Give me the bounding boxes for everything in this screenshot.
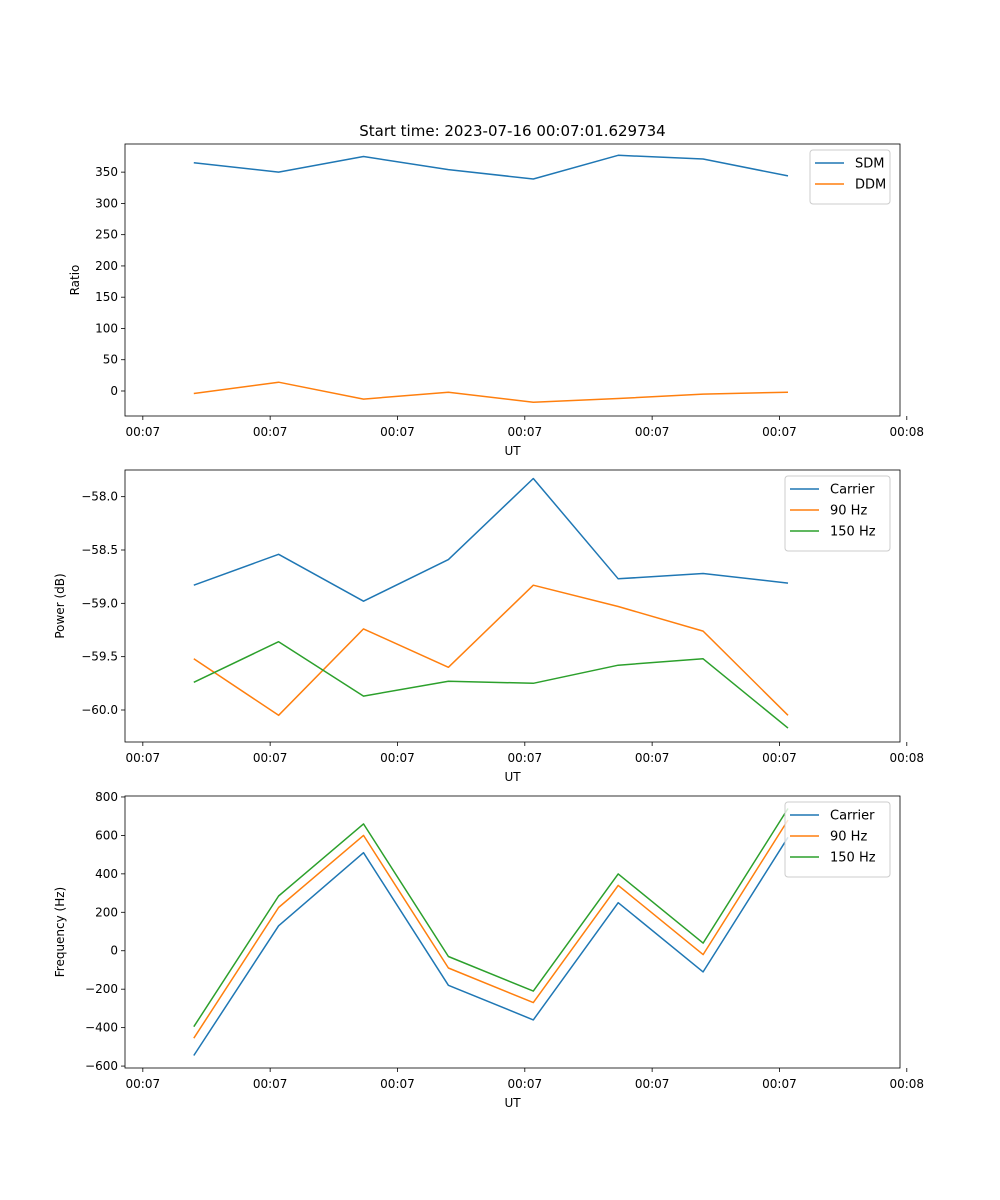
y-axis-label: Power (dB): [53, 573, 67, 638]
x-axis-label: UT: [504, 770, 521, 784]
legend: Carrier 90 Hz 150 Hz: [784, 475, 891, 552]
series-line-150-hz: [193, 808, 789, 1028]
chart-panel-2: 00:07 00:07 00:07 00:07 00:07 00:07 00:08 −60.0…: [53, 469, 924, 784]
legend-label: Carrier: [830, 809, 875, 824]
legend: Carrier 90 Hz 150 Hz: [784, 801, 891, 878]
x-tick-label: 00:08: [889, 1077, 924, 1091]
legend-label: DDM: [855, 178, 886, 193]
legend-label: 150 Hz: [830, 851, 876, 866]
series-line-carrier: [193, 477, 789, 602]
legend: SDM DDM: [809, 149, 891, 205]
y-tick-label: −600: [85, 1059, 118, 1073]
x-tick-label: 00:07: [380, 425, 415, 439]
y-tick-label: −59.5: [81, 650, 118, 664]
axes-frame: [124, 469, 901, 743]
x-tick-label: 00:07: [380, 751, 415, 765]
series-line-90-hz: [193, 819, 789, 1039]
series-line-ddm: [193, 381, 789, 403]
x-tick-label: 00:07: [635, 1077, 670, 1091]
y-axis-label: Ratio: [68, 265, 82, 296]
legend-box: [784, 801, 891, 878]
x-tick-label: 00:07: [253, 1077, 288, 1091]
y-tick-label: −58.5: [81, 543, 118, 557]
series-line-90-hz: [193, 584, 789, 717]
y-tick-label: 250: [95, 228, 118, 242]
legend-label: 150 Hz: [830, 525, 876, 540]
y-tick-label: −58.0: [81, 490, 118, 504]
series-line-150-hz: [193, 640, 789, 729]
x-tick-label: 00:07: [762, 751, 797, 765]
figure-title: Start time: 2023-07-16 00:07:01.629734: [359, 122, 665, 140]
x-tick-label: 00:07: [762, 425, 797, 439]
x-tick-label: 00:07: [126, 425, 161, 439]
x-tick-label: 00:07: [126, 751, 161, 765]
y-tick-label: −60.0: [81, 703, 118, 717]
y-tick-label: 150: [95, 290, 118, 304]
x-tick-label: 00:07: [380, 1077, 415, 1091]
y-tick-label: 400: [95, 867, 118, 881]
legend-label: SDM: [855, 157, 884, 172]
y-tick-label: 600: [95, 828, 118, 842]
legend-box: [784, 475, 891, 552]
y-tick-label: 0: [110, 384, 118, 398]
y-tick-label: 200: [95, 259, 118, 273]
x-tick-label: 00:07: [508, 751, 543, 765]
y-tick-label: −59.0: [81, 596, 118, 610]
x-tick-label: 00:07: [126, 1077, 161, 1091]
chart-panel-3: 00:07 00:07 00:07 00:07 00:07 00:07 00:08 −600 −…: [53, 790, 924, 1110]
y-tick-label: −400: [85, 1021, 118, 1035]
x-tick-label: 00:07: [508, 425, 543, 439]
x-tick-label: 00:07: [762, 1077, 797, 1091]
x-tick-label: 00:07: [508, 1077, 543, 1091]
x-tick-label: 00:07: [635, 751, 670, 765]
x-tick-label: 00:08: [889, 425, 924, 439]
series-line-carrier: [193, 836, 789, 1056]
y-tick-label: 100: [95, 321, 118, 335]
y-tick-label: 300: [95, 196, 118, 210]
x-axis-label: UT: [504, 1096, 521, 1110]
y-tick-label: 800: [95, 790, 118, 804]
y-tick-label: 0: [110, 944, 118, 958]
axes-frame: [124, 795, 901, 1069]
legend-label: Carrier: [830, 483, 875, 498]
y-tick-label: 50: [103, 353, 118, 367]
legend-label: 90 Hz: [830, 504, 867, 519]
x-tick-label: 00:07: [253, 425, 288, 439]
series-line-sdm: [193, 154, 789, 180]
y-tick-label: −200: [85, 982, 118, 996]
x-tick-label: 00:07: [253, 751, 288, 765]
x-axis-label: UT: [504, 444, 521, 458]
axes-frame: [124, 143, 901, 417]
legend-label: 90 Hz: [830, 830, 867, 845]
x-tick-label: 00:07: [635, 425, 670, 439]
chart-panel-1: 00:07 00:07 00:07 00:07 00:07 00:07 00:08 0 50 10…: [68, 143, 924, 458]
y-axis-label: Frequency (Hz): [53, 887, 67, 978]
y-tick-label: 350: [95, 165, 118, 179]
x-tick-label: 00:08: [889, 751, 924, 765]
y-tick-label: 200: [95, 905, 118, 919]
